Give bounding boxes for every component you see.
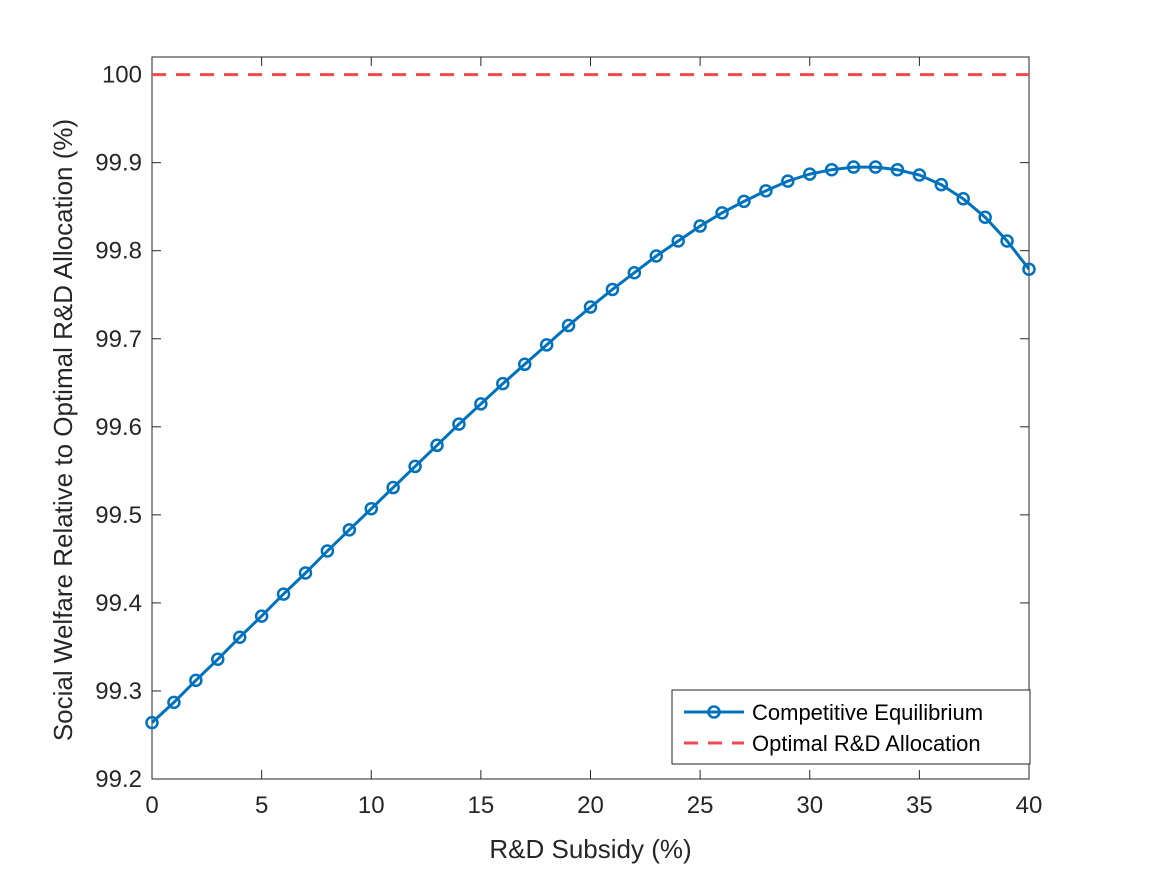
data-point <box>276 587 291 601</box>
x-tick-label: 0 <box>145 792 158 819</box>
plot-area: 0 5 10 15 20 25 30 35 40 99.2 99.3 99.4 99.5 99.6 99.7… <box>95 56 1043 819</box>
data-point <box>364 501 378 516</box>
data-point <box>671 234 685 248</box>
data-point <box>1022 262 1036 276</box>
legend: Competitive Equilibrium Optimal R&D Alloc… <box>671 689 1031 765</box>
data-point <box>254 609 269 623</box>
data-point <box>956 192 970 206</box>
x-tick-label: 10 <box>358 792 385 819</box>
data-point <box>605 282 620 297</box>
data-point <box>211 652 225 667</box>
data-point <box>408 459 422 474</box>
data-point <box>539 338 554 352</box>
data-point <box>189 673 203 688</box>
y-tick-label: 99.2 <box>95 766 142 793</box>
data-point <box>496 376 510 391</box>
data-point <box>978 210 992 224</box>
data-point <box>934 177 949 192</box>
data-point <box>517 357 532 372</box>
x-tick-label: 35 <box>906 792 933 819</box>
data-point <box>846 160 861 174</box>
legend-box <box>671 689 1031 765</box>
y-tick-label: 99.3 <box>95 678 142 705</box>
y-tick-label: 99.6 <box>95 414 142 441</box>
data-point <box>715 206 729 220</box>
y-tick-label: 99.8 <box>95 238 142 265</box>
x-tick-label: 40 <box>1016 792 1043 819</box>
data-point <box>890 162 905 177</box>
data-point <box>145 715 159 730</box>
y-tick-label: 99.4 <box>95 590 142 617</box>
y-tick-label: 99.7 <box>95 326 142 353</box>
y-tick-label: 99.5 <box>95 502 142 529</box>
x-tick-label: 5 <box>255 792 268 819</box>
data-point <box>386 480 400 495</box>
data-point <box>452 417 466 431</box>
data-point <box>583 300 598 314</box>
data-point <box>693 219 707 233</box>
x-tick-label: 15 <box>468 792 495 819</box>
data-point <box>824 162 839 177</box>
data-point <box>320 544 335 558</box>
data-point <box>627 265 642 280</box>
data-point <box>342 523 357 537</box>
data-point <box>781 174 795 188</box>
x-axis-label: R&D Subsidy (%) <box>489 834 691 864</box>
x-tick-label: 30 <box>796 792 823 819</box>
y-tick-label: 100 <box>102 62 142 89</box>
data-point <box>232 630 247 644</box>
x-tick-label: 25 <box>687 792 714 819</box>
data-point <box>759 184 773 198</box>
y-tick-label: 99.9 <box>95 150 142 177</box>
data-point <box>167 695 181 710</box>
data-point <box>868 160 883 174</box>
data-point <box>298 566 313 580</box>
data-point <box>1000 234 1014 248</box>
data-point <box>649 249 664 263</box>
data-point <box>430 438 444 453</box>
x-tick-label: 20 <box>577 792 604 819</box>
y-axis-label: Social Welfare Relative to Optimal R&D A… <box>48 119 78 741</box>
data-point <box>474 397 488 411</box>
data-point <box>561 318 576 333</box>
data-point <box>912 168 927 182</box>
data-point <box>803 167 817 181</box>
competitive-equilibrium-line <box>150 165 1031 724</box>
legend-marker <box>707 705 721 719</box>
data-point <box>737 194 751 209</box>
legend-label: Optimal R&D Allocation <box>752 731 981 756</box>
legend-label: Competitive Equilibrium <box>752 700 983 725</box>
